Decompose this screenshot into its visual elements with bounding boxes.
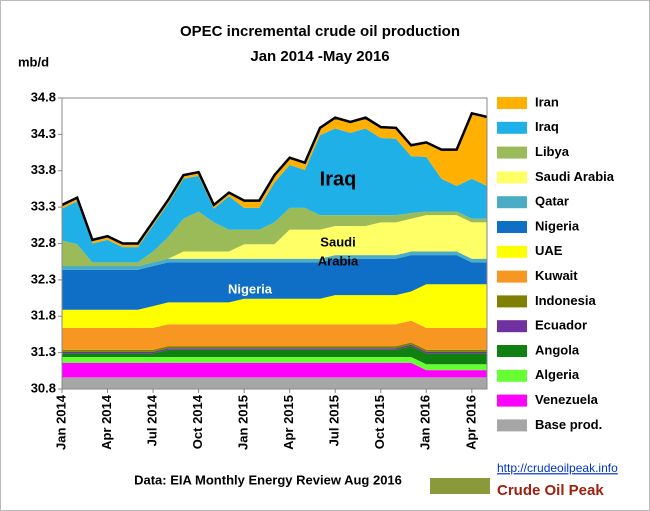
y-tick-label: 34.8 <box>31 89 56 104</box>
legend-swatch <box>497 221 527 233</box>
x-tick-label: Apr 2014 <box>99 394 114 450</box>
legend-label: Libya <box>535 144 570 159</box>
area <box>62 128 487 263</box>
x-tick-label: Oct 2014 <box>190 394 205 449</box>
legend-swatch <box>497 345 527 357</box>
y-tick-label: 31.3 <box>31 344 56 359</box>
y-tick-label: 33.8 <box>31 162 56 177</box>
area <box>62 207 487 267</box>
y-axis-label: mb/d <box>18 54 49 69</box>
legend-swatch <box>497 146 527 159</box>
plot-area <box>62 111 487 389</box>
legend-label: Kuwait <box>535 268 578 283</box>
x-tick-label: Oct 2015 <box>372 395 387 449</box>
legend-swatch <box>497 121 527 134</box>
legend-swatch <box>497 369 527 382</box>
x-tick-label: Apr 2016 <box>463 395 478 450</box>
area <box>62 342 487 352</box>
x-tick-label: Jan 2016 <box>418 395 433 450</box>
total-line <box>62 111 487 245</box>
legend-swatch <box>497 419 527 432</box>
legend-label: Base prod. <box>535 417 602 432</box>
legend-label: Saudi Arabia <box>535 169 615 184</box>
area <box>62 344 487 354</box>
legend-swatch <box>497 394 527 407</box>
legend-label: Iraq <box>535 119 559 134</box>
x-tick-label: Jan 2015 <box>236 395 251 450</box>
chart-title: OPEC incremental crude oil production <box>180 23 460 40</box>
y-tick-label: 31.8 <box>31 308 56 323</box>
legend-label: Indonesia <box>535 293 596 308</box>
x-tick-label: Jul 2015 <box>327 395 342 446</box>
legend-swatch <box>497 295 527 308</box>
area <box>62 255 487 310</box>
annotation: Iraq <box>320 168 357 190</box>
y-tick-label: 30.8 <box>31 380 56 395</box>
y-tick-label: 32.8 <box>31 235 56 250</box>
x-tick-label: Jan 2014 <box>53 394 68 450</box>
y-tick-label: 33.3 <box>31 199 56 214</box>
legend-label: Qatar <box>535 194 569 209</box>
source: Data: EIA Monthly Energy Review Aug 2016 <box>134 472 402 487</box>
area <box>62 362 487 378</box>
legend-label: Iran <box>535 94 559 109</box>
legend-label: UAE <box>535 243 563 258</box>
area <box>62 320 487 350</box>
area <box>62 356 487 371</box>
annotation: Saudi <box>320 234 355 249</box>
area <box>62 251 487 270</box>
legend-swatch <box>497 320 527 333</box>
legend-label: Angola <box>535 342 580 357</box>
area <box>62 215 487 267</box>
legend-label: Venezuela <box>535 392 599 407</box>
y-tick-label: 34.3 <box>31 126 56 141</box>
legend-swatch <box>497 97 527 109</box>
area <box>62 346 487 365</box>
logo <box>430 478 490 494</box>
chart-subtitle: Jan 2014 -May 2016 <box>250 48 389 65</box>
area <box>62 377 487 389</box>
annotation: Nigeria <box>228 281 273 296</box>
legend-label: Algeria <box>535 367 580 382</box>
legend-swatch <box>497 270 527 283</box>
brand: Crude Oil Peak <box>497 482 604 499</box>
legend-label: Ecuador <box>535 318 587 333</box>
area <box>62 113 487 248</box>
url[interactable]: http://crudeoilpeak.info <box>497 461 618 475</box>
y-tick-label: 32.3 <box>31 271 56 286</box>
x-tick-label: Apr 2015 <box>281 395 296 450</box>
legend-label: Nigeria <box>535 218 580 233</box>
x-tick-label: Jul 2014 <box>145 394 160 446</box>
annotation: Arabia <box>318 253 359 268</box>
legend-swatch <box>497 245 527 258</box>
legend-swatch <box>497 196 527 209</box>
legend-swatch <box>497 171 527 184</box>
